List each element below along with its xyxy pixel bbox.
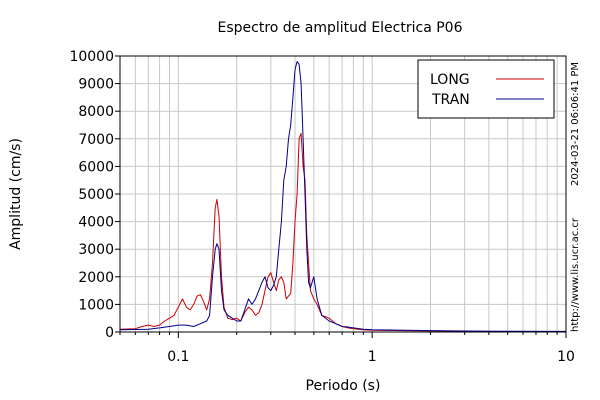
x-tick-label: 10 [557, 349, 575, 365]
series-line-long [119, 132, 567, 333]
y-tick-label: 2000 [78, 270, 114, 286]
timestamp-label: 2024-03-21 06:06:41 PM [570, 62, 581, 186]
x-tick-label: 1 [368, 349, 377, 365]
legend: LONG TRAN [417, 59, 555, 119]
legend-label-long: LONG [430, 72, 470, 88]
y-tick-label: 4000 [78, 215, 114, 231]
y-tick-label: 10000 [69, 49, 114, 65]
y-tick-label: 1000 [78, 297, 114, 313]
y-tick-label: 9000 [78, 77, 114, 93]
series-lines [119, 61, 567, 333]
legend-label-tran: TRAN [431, 92, 470, 108]
url-label: http://www.lis.ucr.ac.cr [570, 217, 581, 332]
legend-box [417, 59, 555, 119]
chart-title: Espectro de amplitud Electrica P06 [218, 20, 463, 36]
y-tick-label: 0 [105, 325, 114, 341]
x-axis-label: Periodo (s) [306, 378, 381, 394]
y-tick-label: 3000 [78, 242, 114, 258]
y-tick-label: 6000 [78, 159, 114, 175]
y-axis-label: Amplitud (cm/s) [8, 138, 24, 250]
axis-ticks: 0100020003000400050006000700080009000100… [69, 49, 574, 365]
y-tick-label: 7000 [78, 132, 114, 148]
x-tick-label: 0.1 [167, 349, 189, 365]
y-tick-label: 8000 [78, 104, 114, 120]
series-line-tran [119, 61, 567, 332]
y-tick-label: 5000 [78, 187, 114, 203]
